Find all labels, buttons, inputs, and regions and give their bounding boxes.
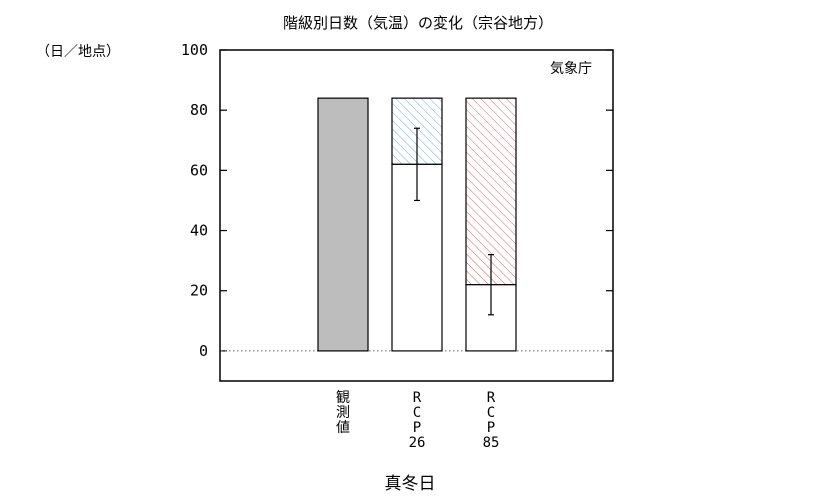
x-tick-label: 測 (336, 405, 350, 421)
x-tick-label: C (487, 405, 495, 421)
bars (317, 97, 517, 352)
x-tick-label: 値 (336, 420, 350, 436)
chart-title: 階級別日数（気温）の変化（宗谷地方） (283, 14, 553, 32)
x-tick-label: 85 (483, 435, 500, 451)
observed-bar (317, 97, 369, 352)
x-tick-label: C (413, 405, 421, 421)
y-unit-label: （日／地点） (36, 44, 120, 60)
x-tick-label: 26 (409, 435, 426, 451)
y-tick-label: 100 (181, 41, 208, 59)
x-tick-label: 観 (336, 389, 350, 406)
y-tick-label: 40 (190, 222, 208, 240)
x-tick-label: R (413, 390, 422, 406)
x-axis-title: 真冬日 (385, 474, 436, 494)
source-label: 気象庁 (550, 61, 592, 77)
y-tick-label: 0 (199, 342, 208, 360)
y-tick-label: 60 (190, 161, 208, 179)
plot-frame (219, 49, 614, 382)
x-tick-label: P (413, 420, 421, 436)
y-axis: 0 20 40 60 80 100 (181, 41, 613, 360)
x-tick-label: R (487, 390, 496, 406)
y-tick-label: 20 (190, 282, 208, 300)
change-hatch-bar (465, 97, 517, 286)
x-tick-label: P (487, 420, 495, 436)
y-tick-label: 80 (190, 101, 208, 119)
